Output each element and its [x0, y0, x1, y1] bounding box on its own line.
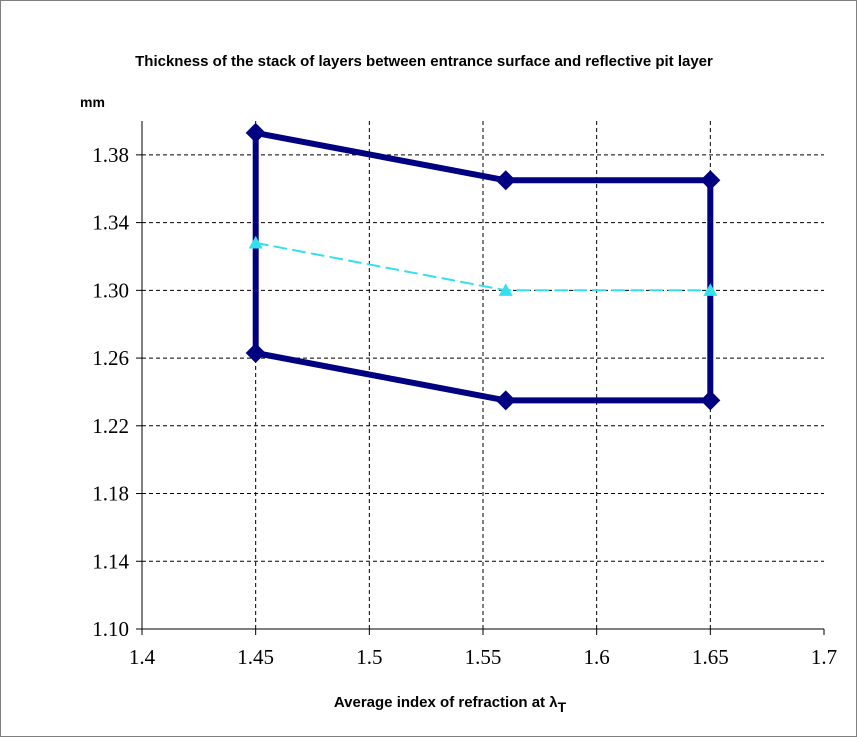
x-tick-label: 1.6	[584, 645, 610, 669]
y-tick-label: 1.26	[92, 346, 129, 370]
x-axis-label-subscript: T	[558, 699, 567, 715]
x-tick-label: 1.7	[811, 645, 837, 669]
series-1-diamond-marker	[495, 390, 516, 411]
chart-title: Thickness of the stack of layers between…	[135, 53, 713, 70]
series-1-diamond-marker	[245, 342, 266, 363]
series-2-triangle-marker	[703, 283, 718, 296]
y-tick-label: 1.14	[92, 549, 129, 573]
y-tick-label: 1.38	[92, 143, 129, 167]
series-1-diamond-marker	[700, 170, 721, 191]
series-1-diamond-marker	[495, 170, 516, 191]
y-axis-ticks: 1.10 1.14 1.18 1.22 1.26 1.30 1.34 1.38	[92, 143, 142, 641]
y-axis-unit: mm	[80, 94, 105, 110]
series-2-triangle-marker	[498, 283, 513, 296]
x-tick-label: 1.65	[692, 645, 729, 669]
series-1-diamond-marker	[700, 390, 721, 411]
y-tick-label: 1.10	[92, 617, 129, 641]
x-tick-label: 1.45	[237, 645, 274, 669]
x-axis-ticks: 1.4 1.45 1.5 1.55 1.6 1.65 1.7	[129, 629, 837, 669]
x-axis-label-text: Average index of refraction at λ	[334, 694, 558, 711]
x-tick-label: 1.4	[129, 645, 156, 669]
series-2-triangle-marker	[248, 235, 263, 249]
series-1-diamond-marker	[245, 122, 266, 143]
x-tick-label: 1.55	[465, 645, 502, 669]
y-tick-label: 1.22	[92, 414, 129, 438]
x-axis-label: Average index of refraction at λT	[334, 694, 567, 715]
series	[245, 122, 721, 411]
y-tick-label: 1.34	[92, 211, 129, 235]
x-tick-label: 1.5	[356, 645, 382, 669]
gridlines	[142, 121, 824, 629]
y-tick-label: 1.30	[92, 278, 129, 302]
y-tick-label: 1.18	[92, 482, 129, 506]
